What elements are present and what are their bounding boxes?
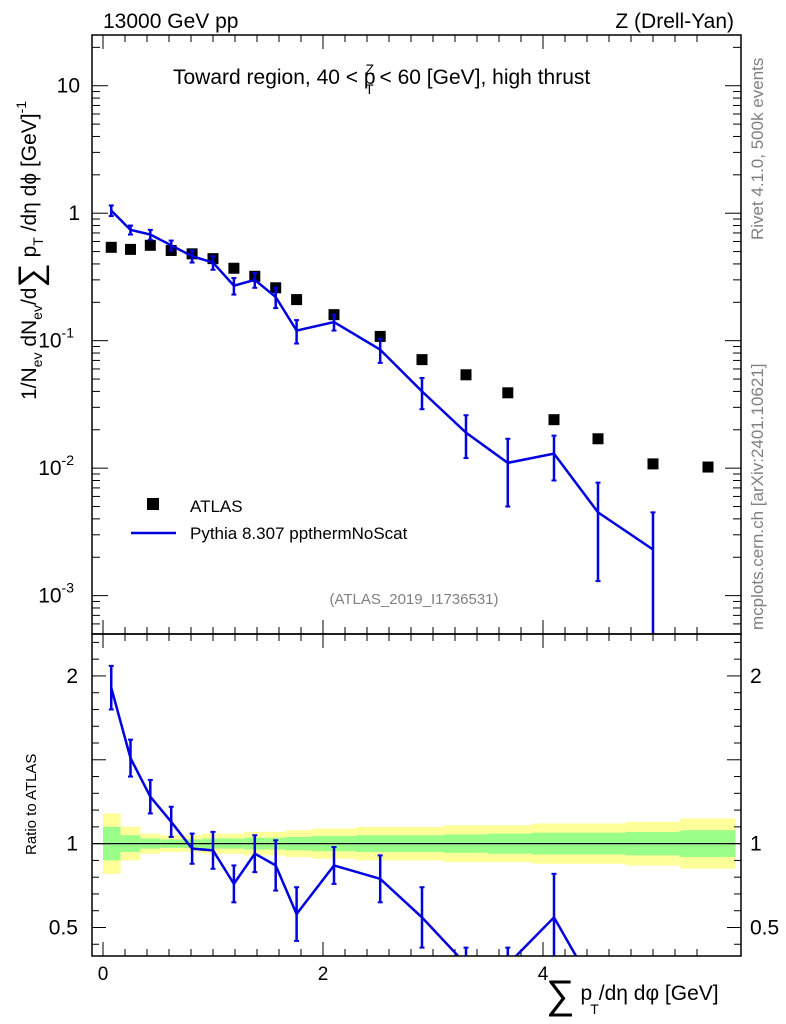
data-point bbox=[374, 330, 386, 342]
ratio-plot-frame bbox=[91, 633, 742, 957]
data-point bbox=[592, 433, 604, 445]
rivet-label: Rivet 4.1.0, 500k events bbox=[748, 58, 767, 240]
tick-labels: 0 2 4 10-3 10-2 10-1 1 10 0.5 0.5 1 1 2 2 bbox=[38, 75, 779, 985]
data-point bbox=[105, 241, 117, 253]
y-tick-label: 10-3 bbox=[38, 580, 74, 608]
mcplots-label: mcplots.cern.ch [arXiv:2401.10621] bbox=[748, 364, 767, 630]
data-point bbox=[702, 461, 714, 473]
ratio-series bbox=[108, 664, 578, 956]
data-point bbox=[144, 239, 156, 251]
ratio-tick-label-left: 0.5 bbox=[49, 916, 78, 939]
x-axis-label: ∑ p T/dη dφ [GeV] bbox=[546, 973, 719, 1017]
data-point bbox=[460, 369, 472, 381]
data-point bbox=[548, 414, 560, 426]
data-point bbox=[125, 243, 136, 255]
ratio-tick-label-left: 2 bbox=[66, 665, 78, 688]
legend-data-label: ATLAS bbox=[190, 497, 243, 516]
main-series bbox=[105, 204, 714, 634]
header-right: Z (Drell-Yan) bbox=[615, 10, 734, 33]
x-tick-label: 2 bbox=[318, 964, 329, 985]
y-tick-label: 10-1 bbox=[38, 325, 74, 353]
x-tick-label: 4 bbox=[538, 964, 549, 985]
y-tick-label: 10-2 bbox=[38, 452, 74, 480]
mc-line bbox=[110, 209, 654, 551]
y-tick-label: 10 bbox=[57, 75, 80, 98]
data-point bbox=[228, 262, 240, 274]
legend-mc-label: Pythia 8.307 ppthermNoScat bbox=[190, 524, 408, 543]
y-axis-label: 1/Nev dNev/d∑ pT /dη dϕ [GeV]-1 bbox=[12, 101, 50, 400]
ratio-tick-label-right: 1 bbox=[750, 833, 762, 856]
analysis-id: (ATLAS_2019_I1736531) bbox=[329, 591, 498, 608]
data-point bbox=[502, 387, 514, 399]
axis-ticks bbox=[92, 35, 741, 956]
ratio-y-axis-label: Ratio to ATLAS bbox=[23, 754, 40, 855]
data-point bbox=[291, 294, 303, 306]
data-point bbox=[416, 354, 428, 366]
ratio-tick-label-right: 0.5 bbox=[750, 916, 779, 939]
x-tick-label: 0 bbox=[98, 964, 109, 985]
y-tick-label: 1 bbox=[68, 202, 80, 225]
ratio-tick-label-left: 1 bbox=[66, 833, 78, 856]
header-left: 13000 GeV pp bbox=[103, 10, 238, 33]
ratio-tick-label-right: 2 bbox=[750, 665, 762, 688]
data-point bbox=[647, 458, 659, 470]
legend-data-marker bbox=[147, 498, 159, 510]
plot-title: Toward region, 40 < pZ T < 60 [GeV], high… bbox=[173, 61, 590, 97]
